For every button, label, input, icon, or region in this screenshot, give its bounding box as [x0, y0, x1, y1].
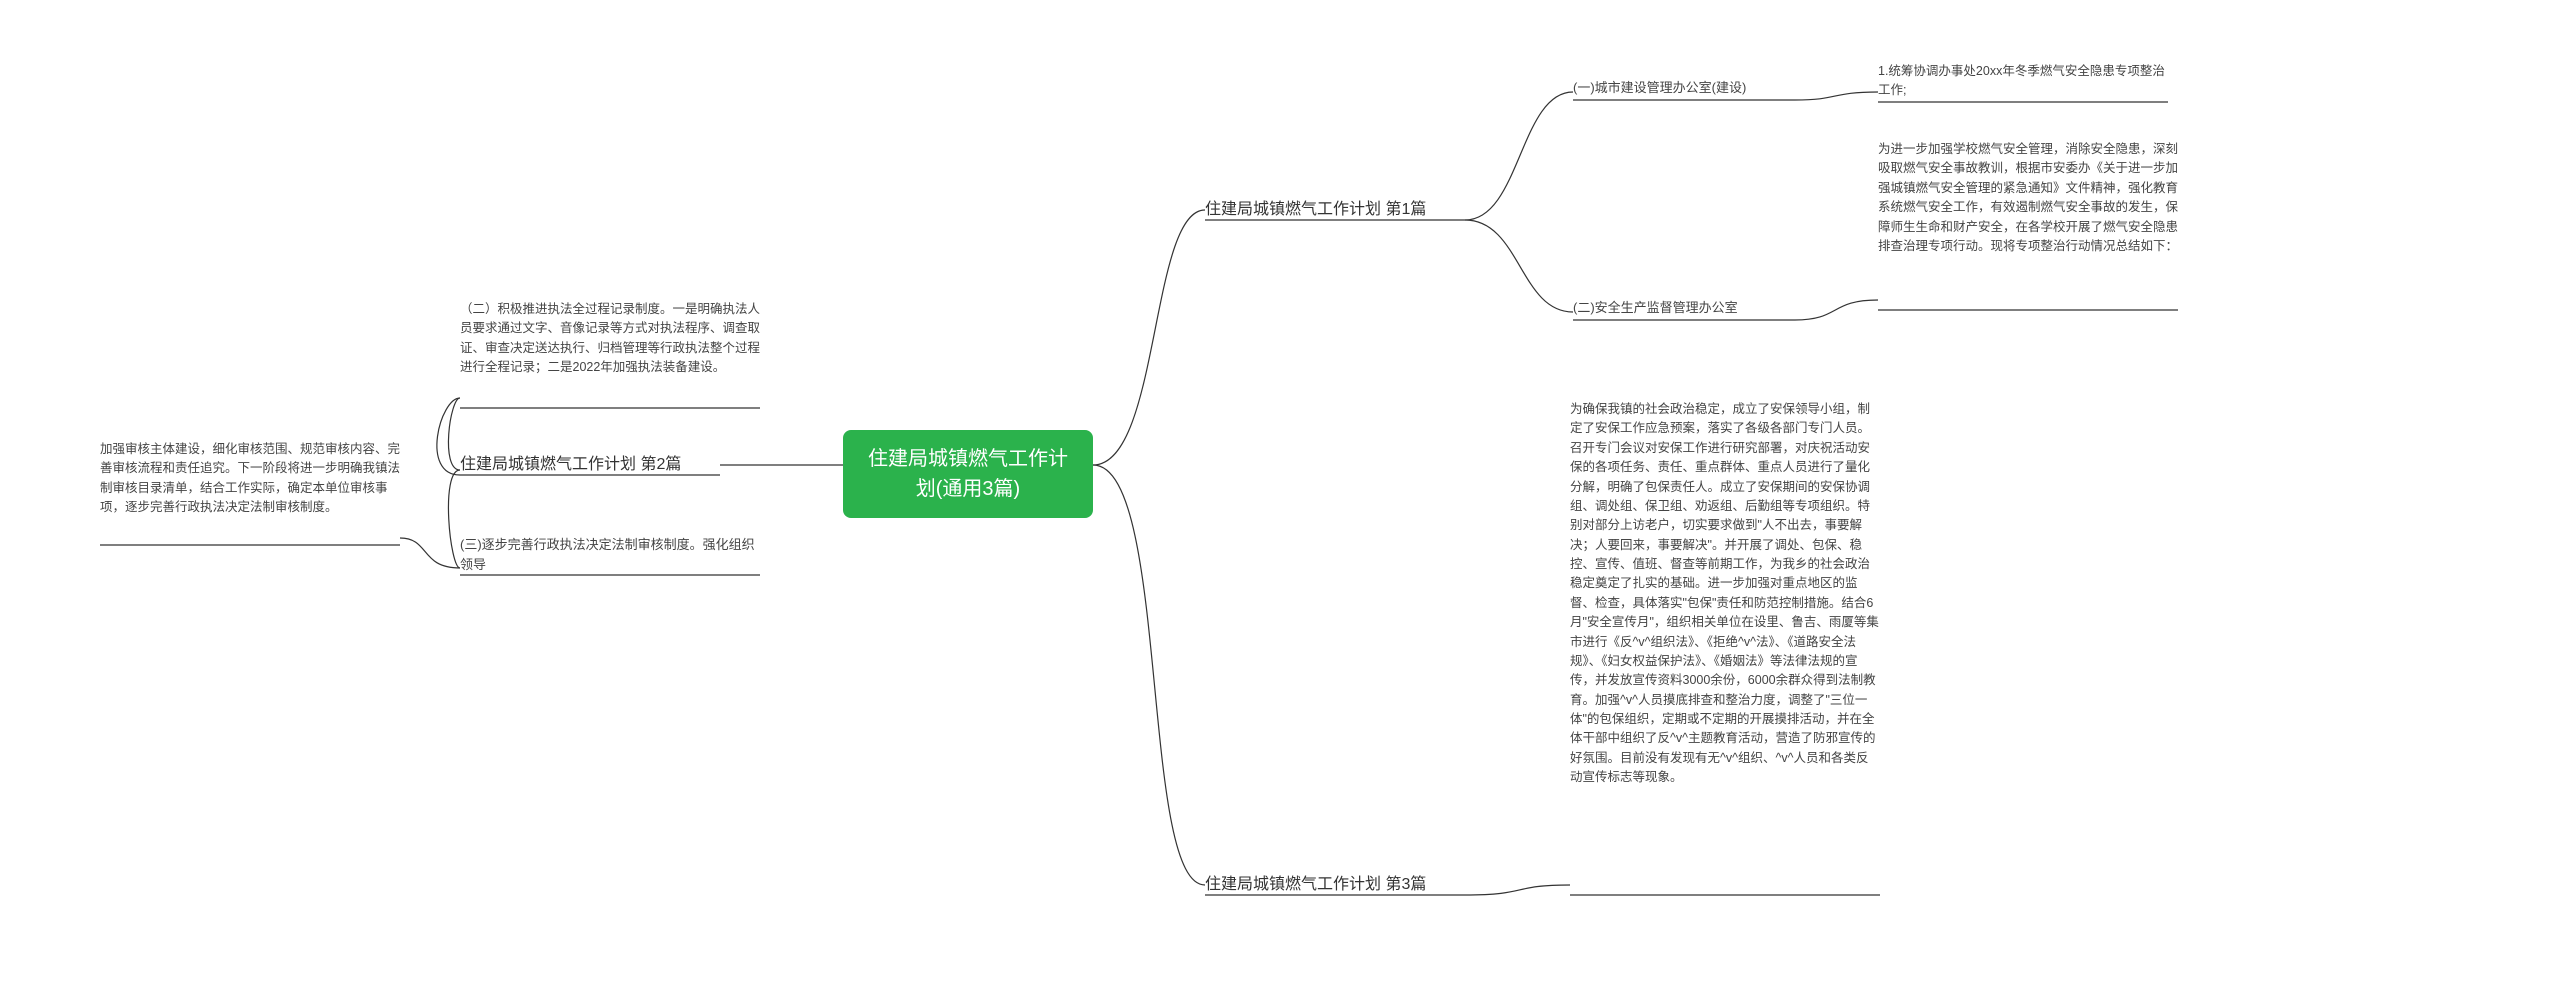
- branch-1[interactable]: 住建局城镇燃气工作计划 第1篇: [1205, 198, 1465, 226]
- branch-3[interactable]: 住建局城镇燃气工作计划 第3篇: [1205, 873, 1465, 901]
- b1c2-label: (二)安全生产监督管理办公室: [1573, 300, 1738, 315]
- branch-1-child-2[interactable]: (二)安全生产监督管理办公室: [1573, 298, 1793, 322]
- branch-2-child-2[interactable]: (三)逐步完善行政执法决定法制审核制度。强化组织领导: [460, 535, 760, 578]
- root-title: 住建局城镇燃气工作计划(通用3篇): [868, 448, 1068, 500]
- branch-1-child-1[interactable]: (一)城市建设管理办公室(建设): [1573, 78, 1793, 102]
- b1c1-label: (一)城市建设管理办公室(建设): [1573, 80, 1746, 95]
- b2c2-label: (三)逐步完善行政执法决定法制审核制度。强化组织领导: [460, 537, 755, 572]
- branch-1-child-2-leaf: 为进一步加强学校燃气安全管理，消除安全隐患，深刻吸取燃气安全事故教训，根据市安委…: [1878, 140, 2178, 256]
- branch-3-label: 住建局城镇燃气工作计划 第3篇: [1205, 876, 1426, 893]
- branch-3-leaf: 为确保我镇的社会政治稳定，成立了安保领导小组，制定了安保工作应急预案，落实了各级…: [1570, 400, 1880, 788]
- branch-2-child-1-leaf: （二）积极推进执法全过程记录制度。一是明确执法人员要求通过文字、音像记录等方式对…: [460, 300, 760, 378]
- root-node[interactable]: 住建局城镇燃气工作计划(通用3篇): [843, 430, 1093, 518]
- mindmap-canvas: 住建局城镇燃气工作计划(通用3篇) 住建局城镇燃气工作计划 第1篇 (一)城市建…: [0, 0, 2560, 995]
- branch-2-label: 住建局城镇燃气工作计划 第2篇: [460, 456, 681, 473]
- b2c2-leaf-text: 加强审核主体建设，细化审核范围、规范审核内容、完善审核流程和责任追究。下一阶段将…: [100, 442, 400, 514]
- branch-2-child-2-leaf: 加强审核主体建设，细化审核范围、规范审核内容、完善审核流程和责任追究。下一阶段将…: [100, 440, 400, 518]
- b2c1-leaf-text: （二）积极推进执法全过程记录制度。一是明确执法人员要求通过文字、音像记录等方式对…: [460, 302, 760, 374]
- b1c1-leaf-text: 1.统筹协调办事处20xx年冬季燃气安全隐患专项整治工作;: [1878, 64, 2165, 97]
- branch-2[interactable]: 住建局城镇燃气工作计划 第2篇: [460, 453, 720, 481]
- b1c2-leaf-text: 为进一步加强学校燃气安全管理，消除安全隐患，深刻吸取燃气安全事故教训，根据市安委…: [1878, 142, 2178, 253]
- branch-1-child-1-leaf: 1.统筹协调办事处20xx年冬季燃气安全隐患专项整治工作;: [1878, 62, 2168, 101]
- branch-1-label: 住建局城镇燃气工作计划 第1篇: [1205, 201, 1426, 218]
- b3-leaf-text: 为确保我镇的社会政治稳定，成立了安保领导小组，制定了安保工作应急预案，落实了各级…: [1570, 402, 1879, 784]
